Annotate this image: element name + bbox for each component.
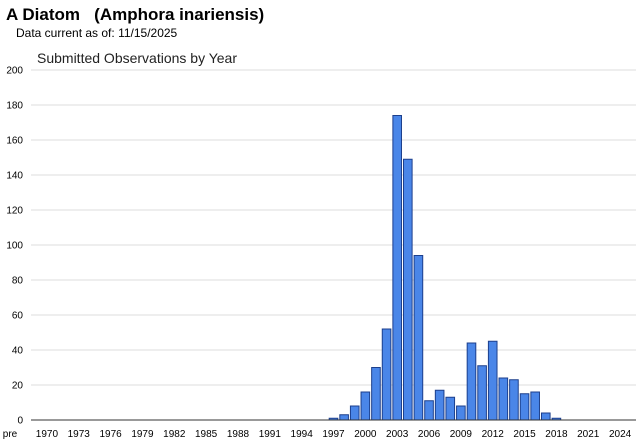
x-tick-label: 2018 [545,429,568,440]
x-tick-label: 1979 [131,429,154,440]
x-tick-label: 2021 [577,429,600,440]
x-tick-label: 2003 [386,429,409,440]
bar-2016 [530,391,540,421]
x-tick-label: 1988 [227,429,250,440]
y-tick-label: 200 [6,66,23,77]
y-tick-label: 100 [6,241,23,252]
x-tick-label: 2024 [609,429,632,440]
x-tick-label: 1997 [322,429,345,440]
x-axis-ticks: pre 1970 1973 1976 1979 1982 1985 1988 1991 1994 1… [3,429,632,440]
bar-2006 [424,400,434,421]
bar-2013 [498,377,509,421]
bar-2010 [466,342,477,421]
bar-1999 [349,405,360,421]
gridlines [31,69,636,386]
bar-2004 [402,158,413,421]
x-tick-label: 1985 [195,429,218,440]
bar-2005 [413,255,424,421]
y-tick-label: 180 [6,101,23,112]
x-tick-label: 1973 [68,429,91,440]
y-tick-label: 40 [12,346,24,357]
bars [328,115,562,421]
y-tick-label: 80 [12,276,24,287]
page-title: A Diatom (Amphora inariensis) [6,5,264,25]
x-tick-label: pre [3,429,18,440]
y-tick-label: 160 [6,136,23,147]
bar-2015 [519,393,530,421]
bar-2008 [445,396,456,421]
y-tick-label: 140 [6,171,23,182]
x-tick-label: 1991 [259,429,282,440]
x-tick-label: 2012 [482,429,505,440]
bar-2000 [360,391,371,421]
x-tick-label: 2015 [513,429,536,440]
bar-1998 [339,414,349,421]
bar-2001 [371,367,381,421]
x-tick-label: 2009 [450,429,473,440]
x-tick-label: 1994 [291,429,314,440]
bar-2003 [392,115,402,421]
x-tick-label: 2000 [354,429,377,440]
x-tick-label: 1982 [163,429,186,440]
species-scientific-name: (Amphora inariensis) [94,5,265,24]
y-axis-ticks: 0 20 40 60 80 100 120 140 160 180 200 [6,66,23,427]
x-tick-label: 2006 [418,429,441,440]
data-current-date: 11/15/2025 [118,26,178,40]
chart-title: Submitted Observations by Year [37,50,237,66]
data-current-line: Data current as of: 11/15/2025 [16,26,177,40]
bar-2002 [381,328,392,421]
y-tick-label: 60 [12,311,24,322]
y-tick-label: 20 [12,381,24,392]
bar-2017 [540,412,551,421]
y-tick-label: 0 [17,416,23,427]
bar-2009 [456,405,466,421]
data-current-label: Data current as of: [16,26,115,40]
y-tick-label: 120 [6,206,23,217]
species-common-name: A Diatom [6,5,80,24]
x-tick-label: 1970 [36,429,59,440]
x-tick-label: 1976 [99,429,122,440]
bar-2011 [477,365,487,421]
bar-2014 [509,379,519,421]
bar-2007 [434,389,445,421]
bar-2012 [487,340,498,421]
